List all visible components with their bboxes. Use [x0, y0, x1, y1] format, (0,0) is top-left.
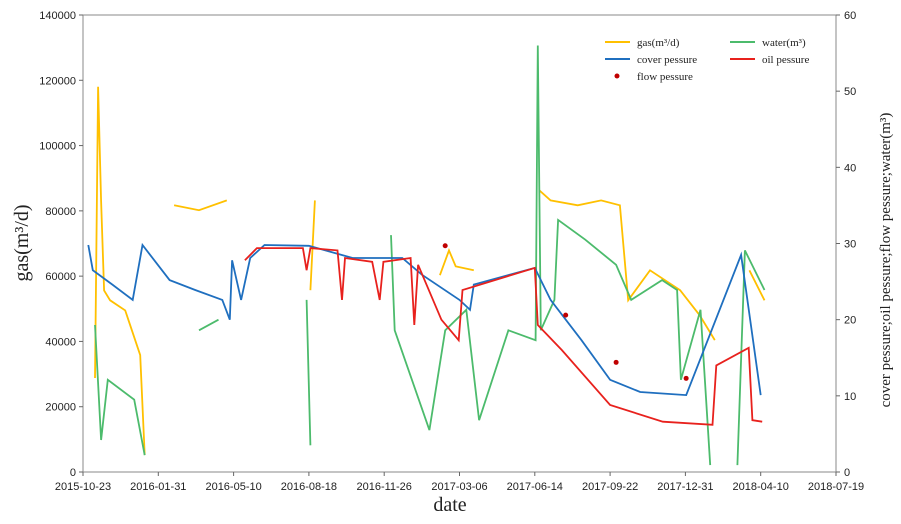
y2-tick-label: 60: [844, 10, 856, 22]
x-tick-label: 2015-10-23: [55, 481, 111, 493]
y-tick-label: 0: [70, 467, 76, 479]
legend-label: water(m³): [762, 37, 806, 49]
y-tick-label: 60000: [45, 271, 76, 283]
y-tick-label: 140000: [39, 10, 76, 22]
x-tick-label: 2016-01-31: [130, 481, 186, 493]
series-line: [87, 242, 762, 397]
series-line: [94, 86, 766, 456]
y-tick-label: 120000: [39, 75, 76, 87]
x-tick-label: 2017-09-22: [582, 481, 638, 493]
x-tick-label: 2018-04-10: [733, 481, 789, 493]
y-tick-label: 80000: [45, 206, 76, 218]
x-tick-label: 2018-07-19: [808, 481, 864, 493]
x-tick-label: 2017-06-14: [507, 481, 563, 493]
y2-tick-label: 50: [844, 86, 856, 98]
y2-tick-label: 20: [844, 315, 856, 327]
y2-axis-label: cover pessure;oil pessure;flow pessure;w…: [878, 113, 894, 408]
series-line: [94, 45, 766, 466]
y2-tick-label: 40: [844, 162, 856, 174]
y2-tick-label: 0: [844, 467, 850, 479]
y-tick-label: 100000: [39, 141, 76, 153]
y2-tick-label: 30: [844, 239, 856, 251]
point: [563, 312, 569, 318]
x-tick-label: 2017-03-06: [431, 481, 487, 493]
legend-label: oil pessure: [762, 54, 809, 66]
x-tick-label: 2016-08-18: [281, 481, 337, 493]
point: [613, 359, 619, 365]
legend-label: gas(m³/d): [637, 37, 680, 49]
plot-frame: [82, 14, 837, 473]
y-tick-label: 20000: [45, 402, 76, 414]
point: [442, 243, 448, 249]
y-tick-label: 40000: [45, 336, 76, 348]
y2-tick-label: 10: [844, 391, 856, 403]
y-axis-label: gas(m³/d): [11, 204, 33, 281]
x-tick-label: 2016-11-26: [356, 481, 411, 493]
x-axis-label: date: [433, 494, 466, 516]
x-tick-label: 2017-12-31: [657, 481, 713, 493]
x-tick-label: 2016-05-10: [205, 481, 261, 493]
legend-label: flow pessure: [637, 71, 693, 83]
legend-marker: [614, 73, 620, 79]
series-line: [244, 247, 763, 426]
point: [683, 375, 689, 381]
legend-label: cover pessure: [637, 54, 697, 66]
